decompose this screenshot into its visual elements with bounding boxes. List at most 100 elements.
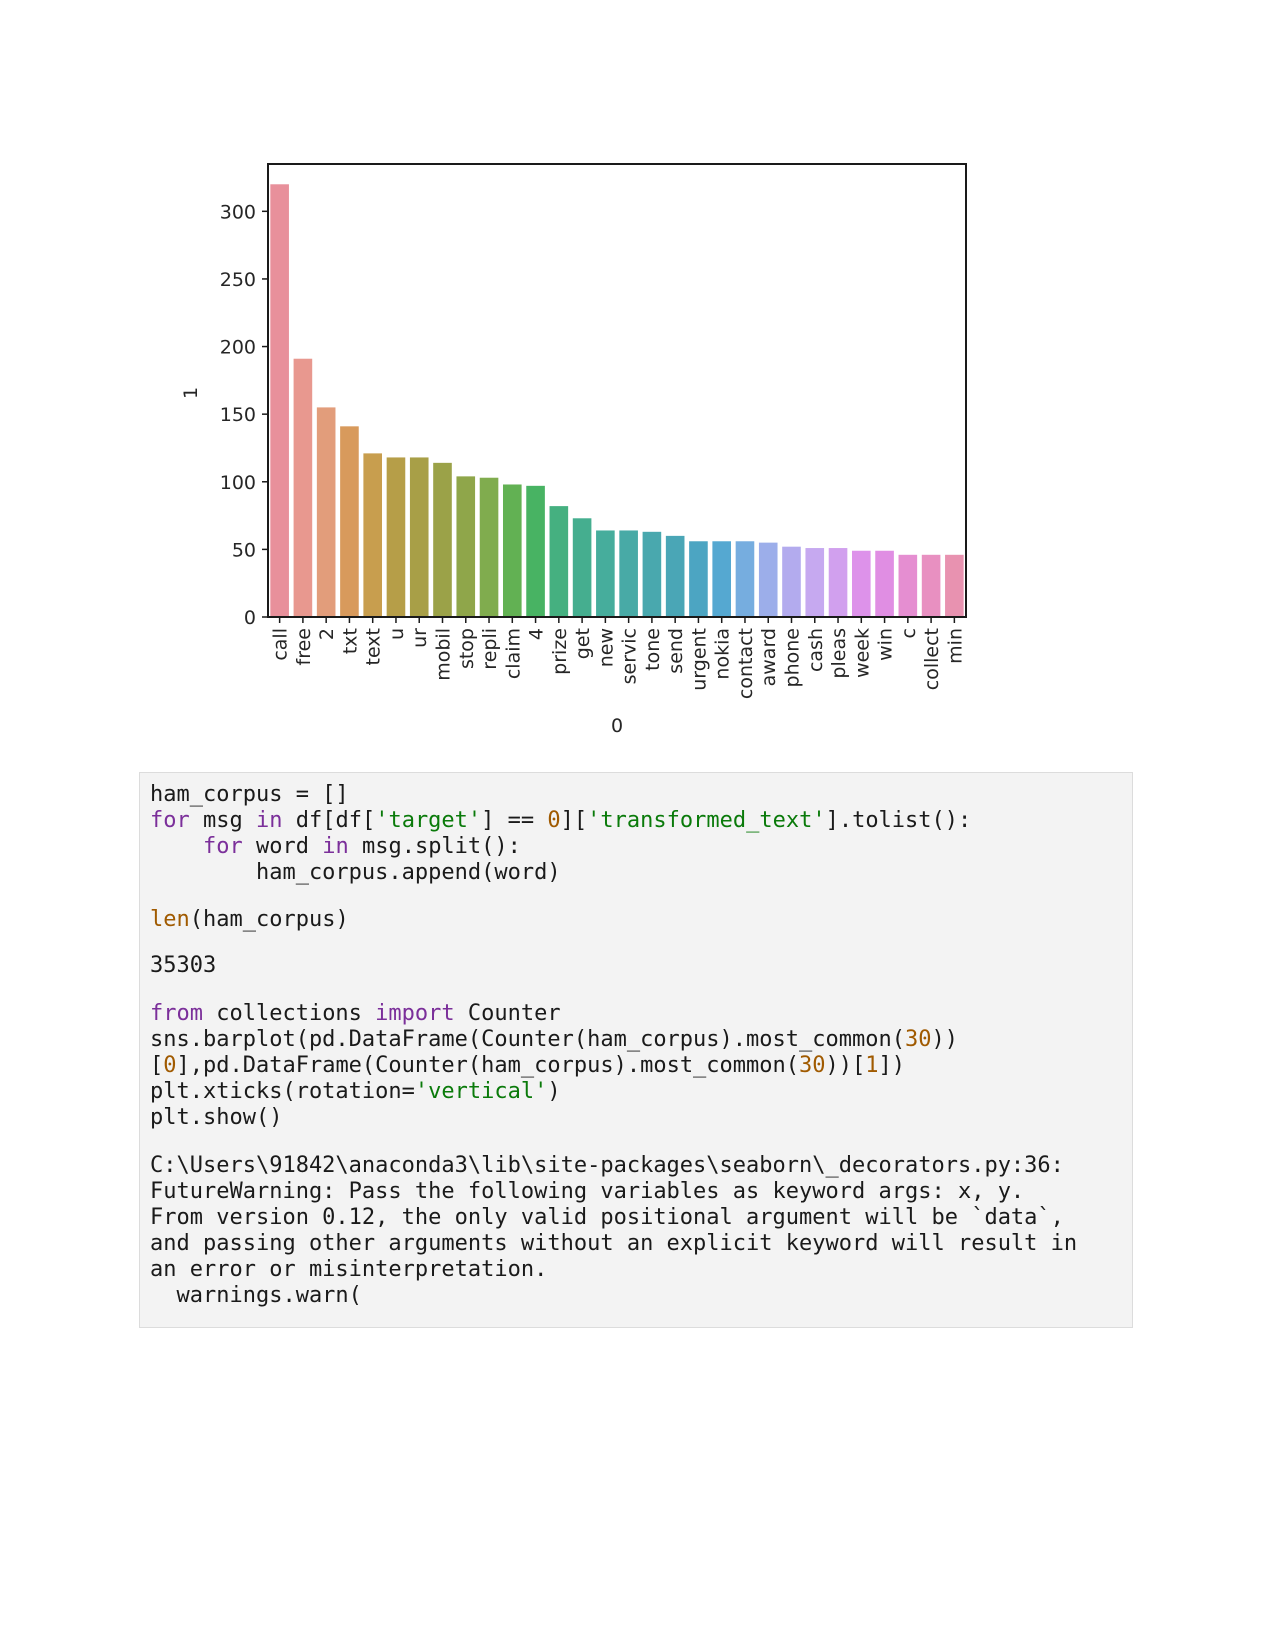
bar-free	[293, 358, 313, 617]
bar-send	[665, 535, 685, 617]
x-tick-label: urgent	[688, 628, 710, 691]
bar-txt	[340, 426, 359, 617]
x-tick-label: pleas	[828, 628, 850, 679]
code-text: ] ==	[481, 808, 548, 833]
x-tick-label: repli	[479, 628, 501, 670]
x-tick-label: get	[572, 628, 594, 659]
number-literal: 0	[547, 808, 561, 833]
string-literal: 'vertical'	[414, 1079, 548, 1104]
warning-output-line: C:\Users\91842\anaconda3\lib\site-packag…	[150, 1153, 1064, 1178]
string-literal: 'target'	[375, 808, 482, 833]
code-line: plt.show()	[150, 1105, 283, 1130]
bar-u	[386, 457, 406, 617]
number-literal: 1	[865, 1053, 879, 1078]
code-text: ][	[560, 808, 588, 833]
bar-call	[270, 184, 289, 617]
code-line: ham_corpus = []	[150, 782, 349, 807]
keyword: for	[150, 808, 190, 833]
x-tick-label: prize	[549, 628, 571, 675]
x-tick-label: award	[758, 628, 780, 686]
y-axis-label: 1	[180, 387, 202, 399]
bar-repli	[479, 477, 499, 617]
bar-new	[596, 530, 615, 617]
x-tick-label: 4	[526, 628, 548, 640]
code-text: sns.barplot(pd.DataFrame(Counter(ham_cor…	[150, 1027, 905, 1052]
bar-phone	[782, 546, 801, 617]
number-literal: 30	[799, 1053, 826, 1078]
x-tick-label: win	[875, 628, 897, 661]
bar-nokia	[712, 541, 731, 617]
code-text: ])	[878, 1053, 906, 1078]
x-tick-label: phone	[782, 628, 804, 687]
x-tick-label: 2	[316, 628, 338, 640]
code-text: )	[547, 1079, 561, 1104]
y-tick-label: 150	[220, 404, 256, 426]
keyword: in	[322, 834, 349, 859]
code-line: for word in msg.split():	[150, 834, 521, 860]
code-line: plt.xticks(rotation='vertical')	[150, 1079, 561, 1105]
x-tick-label: stop	[456, 628, 478, 669]
code-text: ].tolist():	[825, 808, 972, 833]
bar-urgent	[689, 541, 708, 617]
bar-servic	[619, 530, 638, 617]
code-line: sns.barplot(pd.DataFrame(Counter(ham_cor…	[150, 1027, 958, 1053]
code-line: from collections import Counter	[150, 1001, 561, 1027]
bar-win	[875, 550, 894, 617]
x-tick-label: tone	[642, 628, 664, 671]
x-tick-label: collect	[921, 628, 943, 690]
code-line: ham_corpus.append(word)	[150, 860, 561, 885]
bar-contact	[735, 541, 755, 617]
x-tick-label: cash	[805, 628, 827, 672]
string-literal: 'transformed_text'	[587, 808, 826, 833]
code-text: df[df[	[282, 808, 376, 833]
bar-c	[898, 554, 918, 617]
bar-cash	[805, 548, 825, 617]
keyword: import	[375, 1001, 455, 1026]
x-tick-label: free	[293, 628, 315, 665]
x-axis-label: 0	[611, 715, 623, 737]
bar-4	[526, 485, 545, 617]
bar-mobil	[433, 462, 452, 617]
number-literal: 30	[904, 1027, 932, 1052]
bar-2	[316, 407, 336, 617]
x-tick-label: week	[851, 628, 873, 678]
code-line: len(ham_corpus)	[150, 907, 349, 933]
y-tick-label: 50	[232, 539, 256, 561]
code-text: Counter	[454, 1001, 561, 1026]
warning-output-line: From version 0.12, the only valid positi…	[150, 1205, 1064, 1230]
x-tick-label: claim	[502, 628, 524, 679]
y-tick-label: 300	[220, 201, 256, 223]
x-tick-label: new	[595, 628, 617, 667]
x-tick-label: ur	[409, 628, 431, 648]
x-tick-label: send	[665, 628, 687, 674]
bar-ur	[409, 457, 429, 617]
bar-tone	[642, 531, 662, 617]
x-tick-label: c	[898, 628, 920, 638]
bar-get	[572, 518, 592, 617]
bar-prize	[549, 506, 569, 617]
bar-text	[363, 453, 382, 617]
keyword: from	[150, 1001, 203, 1026]
code-text: plt.xticks(rotation=	[150, 1079, 415, 1104]
bar-min	[945, 554, 964, 617]
code-text: ))	[931, 1027, 958, 1052]
y-tick-label: 250	[220, 269, 256, 291]
code-text: word	[242, 834, 323, 859]
keyword: in	[255, 808, 283, 833]
code-text: ],pd.DataFrame(Counter(ham_corpus).most_…	[176, 1053, 800, 1078]
code-text: (ham_corpus)	[189, 907, 349, 932]
bar-week	[851, 550, 871, 617]
bar-claim	[502, 484, 522, 617]
warning-output-line: warnings.warn(	[150, 1283, 362, 1308]
warning-output-line: an error or misinterpretation.	[150, 1257, 548, 1282]
cell-output: 35303	[150, 953, 217, 978]
warning-output-line: FutureWarning: Pass the following variab…	[150, 1179, 1025, 1204]
plot-frame	[267, 163, 967, 618]
keyword: for	[202, 834, 243, 859]
code-text: msg	[189, 808, 256, 833]
code-cell	[139, 772, 1133, 1328]
code-text: msg.split():	[348, 834, 521, 859]
number-literal: 0	[163, 1053, 177, 1078]
code-text: ))[	[825, 1053, 866, 1078]
code-text: [	[150, 1053, 164, 1078]
